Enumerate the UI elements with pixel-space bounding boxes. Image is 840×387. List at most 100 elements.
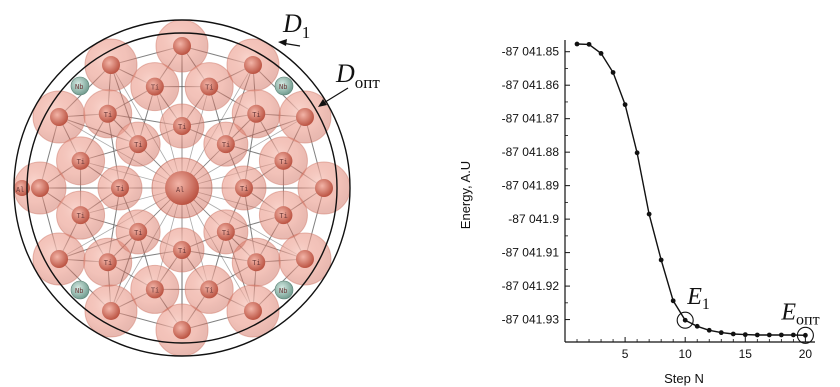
energy-point: [574, 41, 580, 47]
y-tick-label: -87 041.87: [502, 112, 560, 126]
nb-atom: [70, 76, 90, 96]
ti-atom-core: [295, 250, 314, 268]
label-d1: D1: [282, 9, 310, 42]
ti-atom-core: [129, 222, 148, 241]
ti-atom-core: [173, 321, 191, 339]
ti-atom-core: [274, 151, 293, 170]
energy-point: [658, 257, 664, 263]
energy-point: [802, 332, 808, 338]
energy-point: [610, 70, 616, 75]
energy-point: [646, 211, 652, 217]
energy-point: [742, 332, 748, 338]
ti-atom-core: [31, 179, 49, 197]
ti-atom-core: [235, 179, 253, 197]
chart-ticks: -87 041.85 -87 041.86 -87 041.87 -87 041.88…: [502, 45, 813, 361]
atom-label-ti: Ti: [279, 212, 287, 220]
atom-label-ti: Ti: [240, 185, 248, 193]
atom-label-ti: Ti: [116, 185, 124, 193]
ti-atom-core: [173, 37, 191, 55]
al-edge-atom: [14, 180, 30, 196]
nb-atom: [274, 76, 294, 96]
x-tick-label: 20: [799, 347, 813, 361]
nb-atom: [70, 280, 90, 300]
atom-label-ti: Ti: [77, 212, 85, 220]
atom-label-ti: Ti: [104, 259, 112, 267]
atom-label-ti: Ti: [205, 84, 213, 92]
ti-atom-core: [71, 151, 90, 170]
ti-atom-core: [244, 56, 262, 75]
atom-label-ti: Ti: [151, 286, 159, 294]
ti-atom-core: [200, 77, 219, 96]
y-tick-label: -87 041.89: [502, 179, 560, 193]
ti-atom-core: [200, 280, 219, 299]
y-tick-label: -87 041.9: [508, 212, 559, 226]
energy-point: [598, 50, 604, 56]
ti-atom-core: [50, 108, 69, 126]
y-tick-label: -87 041.85: [502, 45, 560, 59]
energy-point: [730, 331, 736, 337]
ti-atom-core: [102, 301, 120, 320]
label-dopt: Dопт: [335, 59, 380, 92]
energy-point: [622, 102, 628, 108]
atom-label-nb: Nb: [75, 287, 83, 295]
y-tick-label: -87 041.88: [502, 145, 560, 159]
chart-series: [574, 41, 808, 338]
energy-point: [634, 150, 640, 156]
atom-label-ti: Ti: [178, 123, 186, 131]
ti-atom-core: [98, 253, 117, 272]
x-tick-label: 5: [622, 347, 629, 361]
atom-label-ti: Ti: [77, 158, 85, 166]
ti-atom-core: [173, 241, 191, 259]
al-atom-core: [165, 171, 199, 205]
x-tick-label: 10: [679, 347, 693, 361]
atom-label-nb: Nb: [279, 287, 287, 295]
sphere-d1-outline: [13, 19, 351, 357]
ti-atom-core: [129, 135, 148, 154]
atom-label-ti: Ti: [252, 259, 260, 267]
energy-point: [754, 332, 760, 338]
ti-atom-core: [247, 104, 266, 123]
ti-atom-core: [102, 56, 120, 75]
energy-point: [718, 330, 724, 336]
energy-point: [778, 332, 784, 338]
atom-label-center: Al: [176, 186, 184, 194]
ti-atom-core: [247, 253, 266, 272]
ti-atom-core: [216, 222, 235, 241]
y-tick-label: -87 041.86: [502, 78, 560, 92]
energy-point: [706, 327, 712, 333]
ti-atom-core: [98, 104, 117, 123]
energy-point: [586, 41, 592, 47]
ti-atom-core: [295, 108, 314, 126]
ti-atom-core: [145, 77, 164, 96]
y-axis-title: Energy, A.U: [458, 161, 473, 229]
atom-label-ti: Ti: [279, 158, 287, 166]
atom-label-ti: Ti: [134, 141, 142, 149]
ti-atom-core: [71, 206, 90, 225]
sphere-dopt-outline: [26, 32, 338, 344]
y-tick-label: -87 041.92: [502, 279, 560, 293]
energy-point: [694, 323, 700, 329]
dopt-pointer: [318, 87, 349, 107]
energy-chart: -87 041.85 -87 041.86 -87 041.87 -87 041.88…: [458, 40, 820, 386]
atom-label-nb: Nb: [75, 83, 83, 91]
y-tick-label: -87 041.91: [502, 246, 560, 260]
nb-atom: [274, 280, 294, 300]
x-axis-title: Step N: [664, 371, 704, 386]
atom-label-ti: Ti: [222, 229, 230, 237]
atom-label-nb: Nb: [279, 83, 287, 91]
energy-point: [682, 317, 688, 323]
ti-atom-core: [274, 206, 293, 225]
ti-atom-core: [216, 135, 235, 154]
energy-point: [766, 332, 772, 338]
ti-atom-core: [145, 280, 164, 299]
annotation-label: E1: [686, 284, 710, 313]
y-tick-label: -87 041.93: [502, 313, 560, 327]
annotation-circle: [676, 311, 694, 329]
atom-label-ti: Ti: [151, 84, 159, 92]
energy-point: [790, 332, 796, 338]
annotation-label: Eопт: [780, 299, 819, 328]
x-tick-label: 15: [739, 347, 753, 361]
ti-atom-core: [244, 301, 262, 320]
atom-label-ti: Ti: [205, 286, 213, 294]
